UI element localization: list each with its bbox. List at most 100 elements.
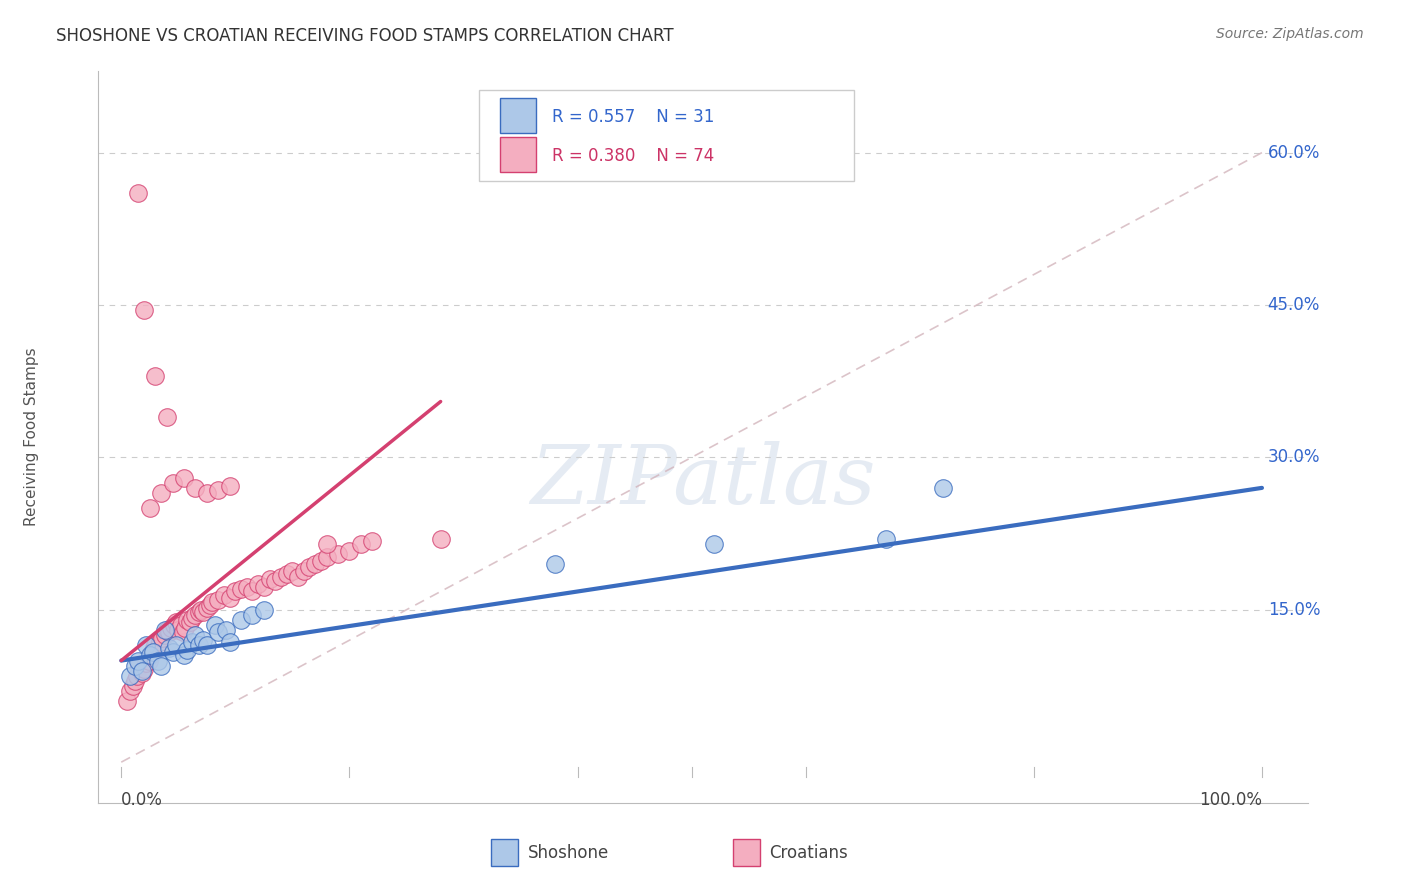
Point [298,560,321,574]
Text: R = 0.380    N = 74: R = 0.380 N = 74 [551,147,714,165]
Point [309,554,332,568]
Point [172,625,194,640]
Point [121,679,143,693]
Point [115,694,138,708]
Point [207,483,229,497]
Text: 15.0%: 15.0% [1268,601,1320,619]
Point [215,623,238,637]
Point [127,669,149,683]
Point [229,613,252,627]
Point [162,645,184,659]
Point [146,654,169,668]
Point [193,633,215,648]
Point [337,544,360,558]
Text: 30.0%: 30.0% [1268,449,1320,467]
Point [235,581,257,595]
Point [242,607,264,622]
Point [350,537,373,551]
Point [229,582,252,597]
Point [127,186,149,201]
Point [135,656,157,670]
Point [173,648,195,663]
Point [167,623,190,637]
Point [218,479,240,493]
Text: Shoshone: Shoshone [527,844,609,862]
Point [120,684,142,698]
Point [218,635,240,649]
Text: 100.0%: 100.0% [1199,790,1263,809]
Point [139,501,162,516]
Point [127,654,149,668]
Point [207,625,229,640]
Point [174,621,197,635]
Point [190,603,212,617]
Point [146,641,169,656]
Point [145,369,167,384]
Point [326,547,349,561]
Point [176,643,198,657]
Text: Croatians: Croatians [769,844,848,862]
Point [173,471,195,485]
Point [276,567,298,582]
Text: Receiving Food Stamps: Receiving Food Stamps [24,348,39,526]
Point [200,598,222,612]
Point [544,557,567,571]
Point [139,648,162,663]
Point [281,564,304,578]
Point [224,584,246,599]
Point [253,603,276,617]
Point [162,475,184,490]
Point [201,595,224,609]
Point [195,486,218,500]
Point [179,615,201,629]
Point [131,665,153,680]
Point [153,628,176,642]
Point [218,591,240,605]
Point [181,611,204,625]
Point [157,625,180,640]
Point [204,618,226,632]
Point [156,409,179,424]
Point [187,638,209,652]
Point [270,570,292,584]
Point [212,588,235,602]
Point [135,638,157,652]
Point [195,600,218,615]
Text: 45.0%: 45.0% [1268,296,1320,314]
Point [207,592,229,607]
Point [242,584,264,599]
Point [131,664,153,678]
Point [165,615,187,629]
Text: SHOSHONE VS CROATIAN RECEIVING FOOD STAMPS CORRELATION CHART: SHOSHONE VS CROATIAN RECEIVING FOOD STAM… [56,27,673,45]
Point [139,648,162,663]
Point [931,481,953,495]
Point [169,618,191,632]
Bar [501,137,536,172]
Point [120,669,142,683]
Point [247,577,270,591]
Text: Source: ZipAtlas.com: Source: ZipAtlas.com [1216,27,1364,41]
Point [875,532,897,546]
Point [176,613,198,627]
Point [253,581,276,595]
Point [156,623,179,637]
Point [184,607,207,622]
Text: ZIPatlas: ZIPatlas [530,441,876,521]
Point [153,623,176,637]
Point [142,643,165,657]
Point [150,486,173,500]
Point [157,641,180,656]
Text: 60.0%: 60.0% [1268,144,1320,161]
Point [292,564,315,578]
Point [163,618,186,632]
Point [132,303,155,318]
Point [138,654,160,668]
Point [165,638,187,652]
Point [184,481,207,495]
Point [315,537,337,551]
Bar [492,838,517,866]
Point [264,574,287,589]
Point [361,533,384,548]
Point [149,635,172,649]
Point [187,605,209,619]
